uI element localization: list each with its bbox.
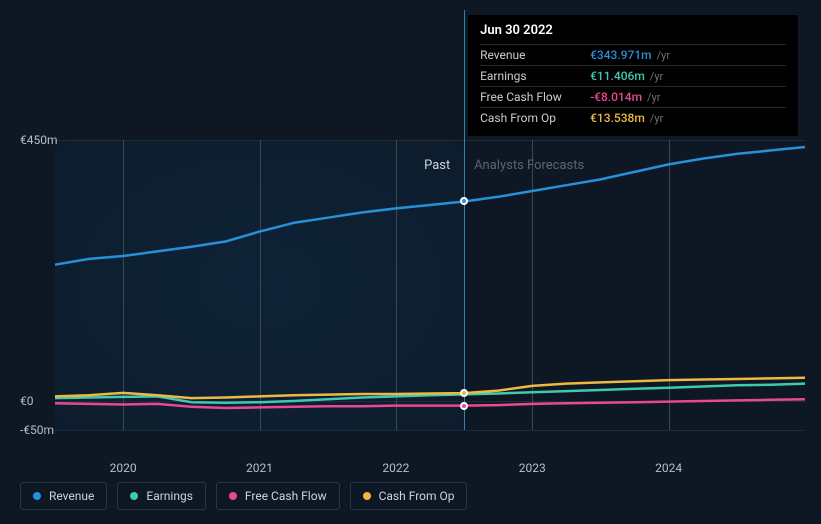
legend-item-earnings[interactable]: Earnings [117, 482, 206, 510]
tooltip-row: Cash From Op€13.538m/yr [480, 107, 786, 128]
tooltip-row-unit: /yr [647, 91, 660, 104]
x-axis-label: 2022 [382, 461, 409, 475]
marker-cfo [460, 389, 468, 397]
legend-item-free-cash-flow[interactable]: Free Cash Flow [216, 482, 340, 510]
legend-label: Cash From Op [379, 489, 455, 503]
legend-dot-icon [363, 492, 371, 500]
legend-label: Earnings [146, 489, 193, 503]
series-line-fcf [55, 399, 805, 408]
tooltip-rows: Revenue€343.971m/yrEarnings€11.406m/yrFr… [480, 44, 786, 128]
tooltip-row-value: €343.971m [590, 48, 652, 62]
tooltip-row-unit: /yr [657, 49, 670, 62]
tooltip-row-label: Free Cash Flow [480, 90, 590, 104]
tooltip-row-unit: /yr [650, 112, 663, 125]
x-axis-label: 2021 [246, 461, 273, 475]
tooltip: Jun 30 2022 Revenue€343.971m/yrEarnings€… [468, 15, 798, 136]
tooltip-row-value: €11.406m [590, 69, 645, 83]
tooltip-row-label: Cash From Op [480, 111, 590, 125]
tooltip-row: Free Cash Flow-€8.014m/yr [480, 86, 786, 107]
legend-dot-icon [33, 492, 41, 500]
legend-dot-icon [130, 492, 138, 500]
tooltip-row-unit: /yr [650, 70, 663, 83]
tooltip-row-label: Revenue [480, 48, 590, 62]
x-axis-label: 2024 [655, 461, 682, 475]
tooltip-row-label: Earnings [480, 69, 590, 83]
legend-label: Free Cash Flow [245, 489, 327, 503]
tooltip-row: Revenue€343.971m/yr [480, 44, 786, 65]
legend-item-revenue[interactable]: Revenue [20, 482, 107, 510]
tooltip-date: Jun 30 2022 [480, 23, 786, 44]
x-axis-label: 2023 [519, 461, 546, 475]
marker-revenue [460, 197, 468, 205]
tooltip-row: Earnings€11.406m/yr [480, 65, 786, 86]
legend-item-cash-from-op[interactable]: Cash From Op [350, 482, 468, 510]
y-axis-label: -€50m [20, 423, 54, 437]
legend: Revenue Earnings Free Cash Flow Cash From O… [20, 482, 467, 510]
legend-label: Revenue [49, 489, 94, 503]
chart-area: €450m€0-€50m 20202021202220232024 Past A… [55, 10, 805, 455]
legend-dot-icon [229, 492, 237, 500]
y-axis-label: €450m [20, 133, 58, 147]
tooltip-row-value: -€8.014m [590, 90, 642, 104]
y-axis-label: €0 [20, 394, 34, 408]
x-axis-label: 2020 [110, 461, 137, 475]
tooltip-row-value: €13.538m [590, 111, 645, 125]
series-line-revenue [55, 147, 805, 265]
marker-fcf [460, 402, 468, 410]
